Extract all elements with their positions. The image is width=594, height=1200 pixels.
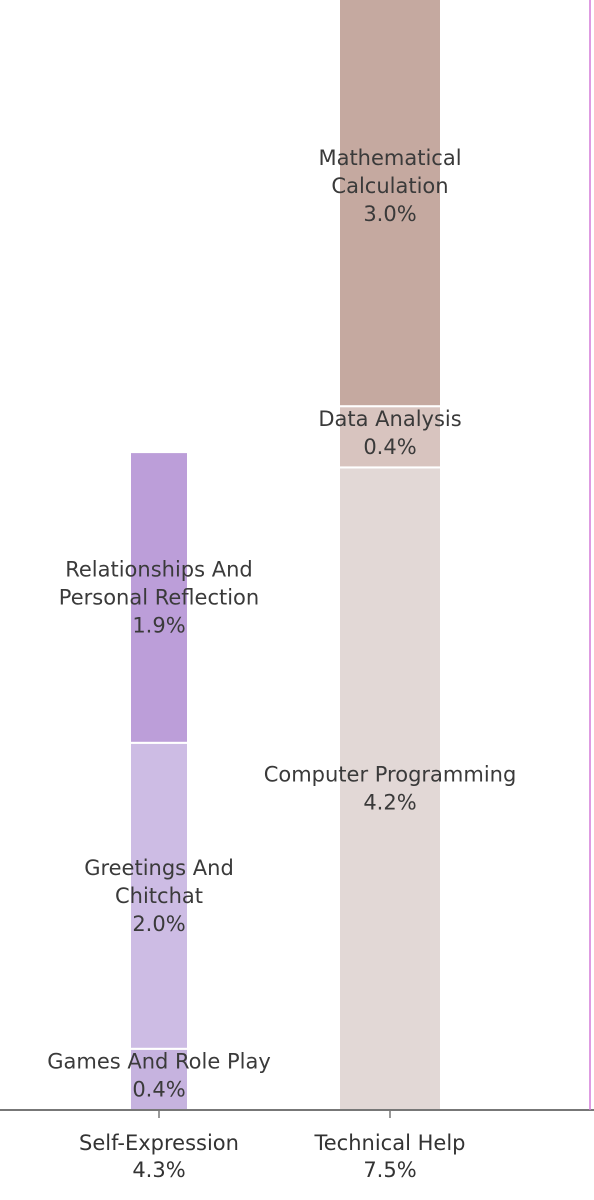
segment-value-relationships-and-personal-reflection: 1.9% <box>132 613 185 637</box>
segment-name-computer-programming: Computer Programming <box>264 763 517 787</box>
segment-value-games-and-role-play: 0.4% <box>132 1077 185 1101</box>
segment-value-mathematical-calculation: 3.0% <box>363 202 416 226</box>
bar-segment-games-and-role-play <box>129 1047 189 1112</box>
segment-name-data-analysis: Data Analysis <box>318 407 461 431</box>
x-tick-label-technical-help: Technical Help <box>314 1131 466 1155</box>
segment-name-games-and-role-play: Games And Role Play <box>47 1049 271 1073</box>
labels-layer: Games And Role Play 0.4% Greetings And Chit… <box>47 146 516 1101</box>
segment-name-mathematical-calculation: Mathematical <box>318 146 461 170</box>
bars-layer <box>129 0 442 1112</box>
x-tick-label-self-expression: Self-Expression <box>79 1131 239 1155</box>
bar-segment-relationships-and-personal-reflection <box>129 451 189 744</box>
segment-value-data-analysis: 0.4% <box>363 435 416 459</box>
segment-name-mathematical-calculation: Calculation <box>331 174 448 198</box>
segment-value-greetings-and-chitchat: 2.0% <box>132 912 185 936</box>
bar-segment-data-analysis <box>338 405 442 469</box>
segment-name-relationships-and-personal-reflection: Relationships And <box>65 557 253 581</box>
segment-value-computer-programming: 4.2% <box>363 791 416 815</box>
bar-segment-computer-programming <box>338 466 442 1111</box>
x-axis: Self-Expression 4.3% Technical Help 7.5% <box>79 1110 465 1182</box>
segment-name-relationships-and-personal-reflection: Personal Reflection <box>59 585 259 609</box>
x-tick-total-self-expression: 4.3% <box>132 1158 185 1182</box>
segment-name-greetings-and-chitchat: Greetings And <box>84 856 234 880</box>
segment-name-greetings-and-chitchat: Chitchat <box>115 884 203 908</box>
bar-segment-mathematical-calculation <box>338 0 442 408</box>
x-tick-total-technical-help: 7.5% <box>363 1158 416 1182</box>
bar-segment-greetings-and-chitchat <box>129 741 189 1050</box>
